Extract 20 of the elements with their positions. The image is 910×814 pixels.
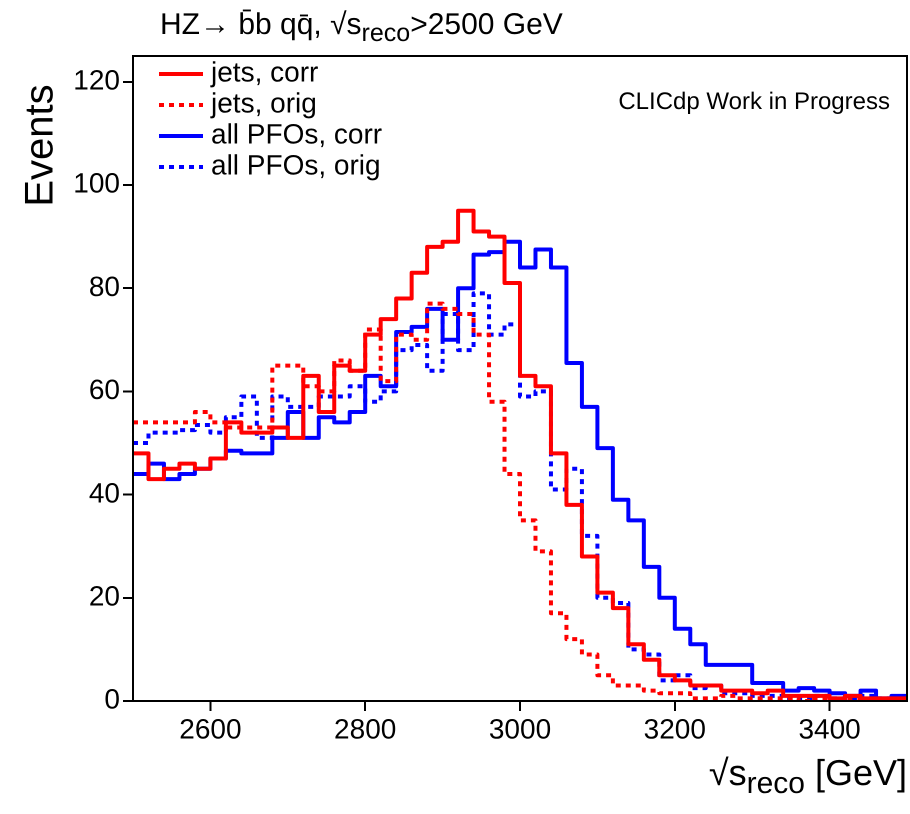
y-tick-label: 100 <box>73 168 120 199</box>
y-tick-label: 40 <box>88 477 120 508</box>
x-tick-label: 2800 <box>334 714 396 745</box>
x-tick-label: 3400 <box>798 714 861 745</box>
x-tick-label: 3000 <box>488 714 552 745</box>
y-tick-label: 120 <box>73 64 120 96</box>
legend-label: all PFOs, corr <box>211 118 382 150</box>
legend-label: jets, orig <box>210 88 317 119</box>
x-tick-label: 2600 <box>179 714 242 745</box>
y-tick-label: 60 <box>88 374 120 406</box>
y-tick-label: 80 <box>88 270 120 302</box>
chart-title: HZ→ b̄b qq̄, √s$_{reco}$>2500 GeV <box>160 8 563 48</box>
legend-label: jets, corr <box>210 56 318 88</box>
annotation: CLICdp Work in Progress <box>618 88 890 116</box>
y-axis-title: Events <box>18 84 62 206</box>
x-axis-title: √s$_{reco}$ [GeV] <box>708 752 907 802</box>
legend-label: all PFOs, orig <box>211 150 381 181</box>
x-tick-label: 3200 <box>644 714 706 745</box>
y-tick-label: 20 <box>88 580 120 612</box>
y-tick-label: 0 <box>104 684 120 715</box>
